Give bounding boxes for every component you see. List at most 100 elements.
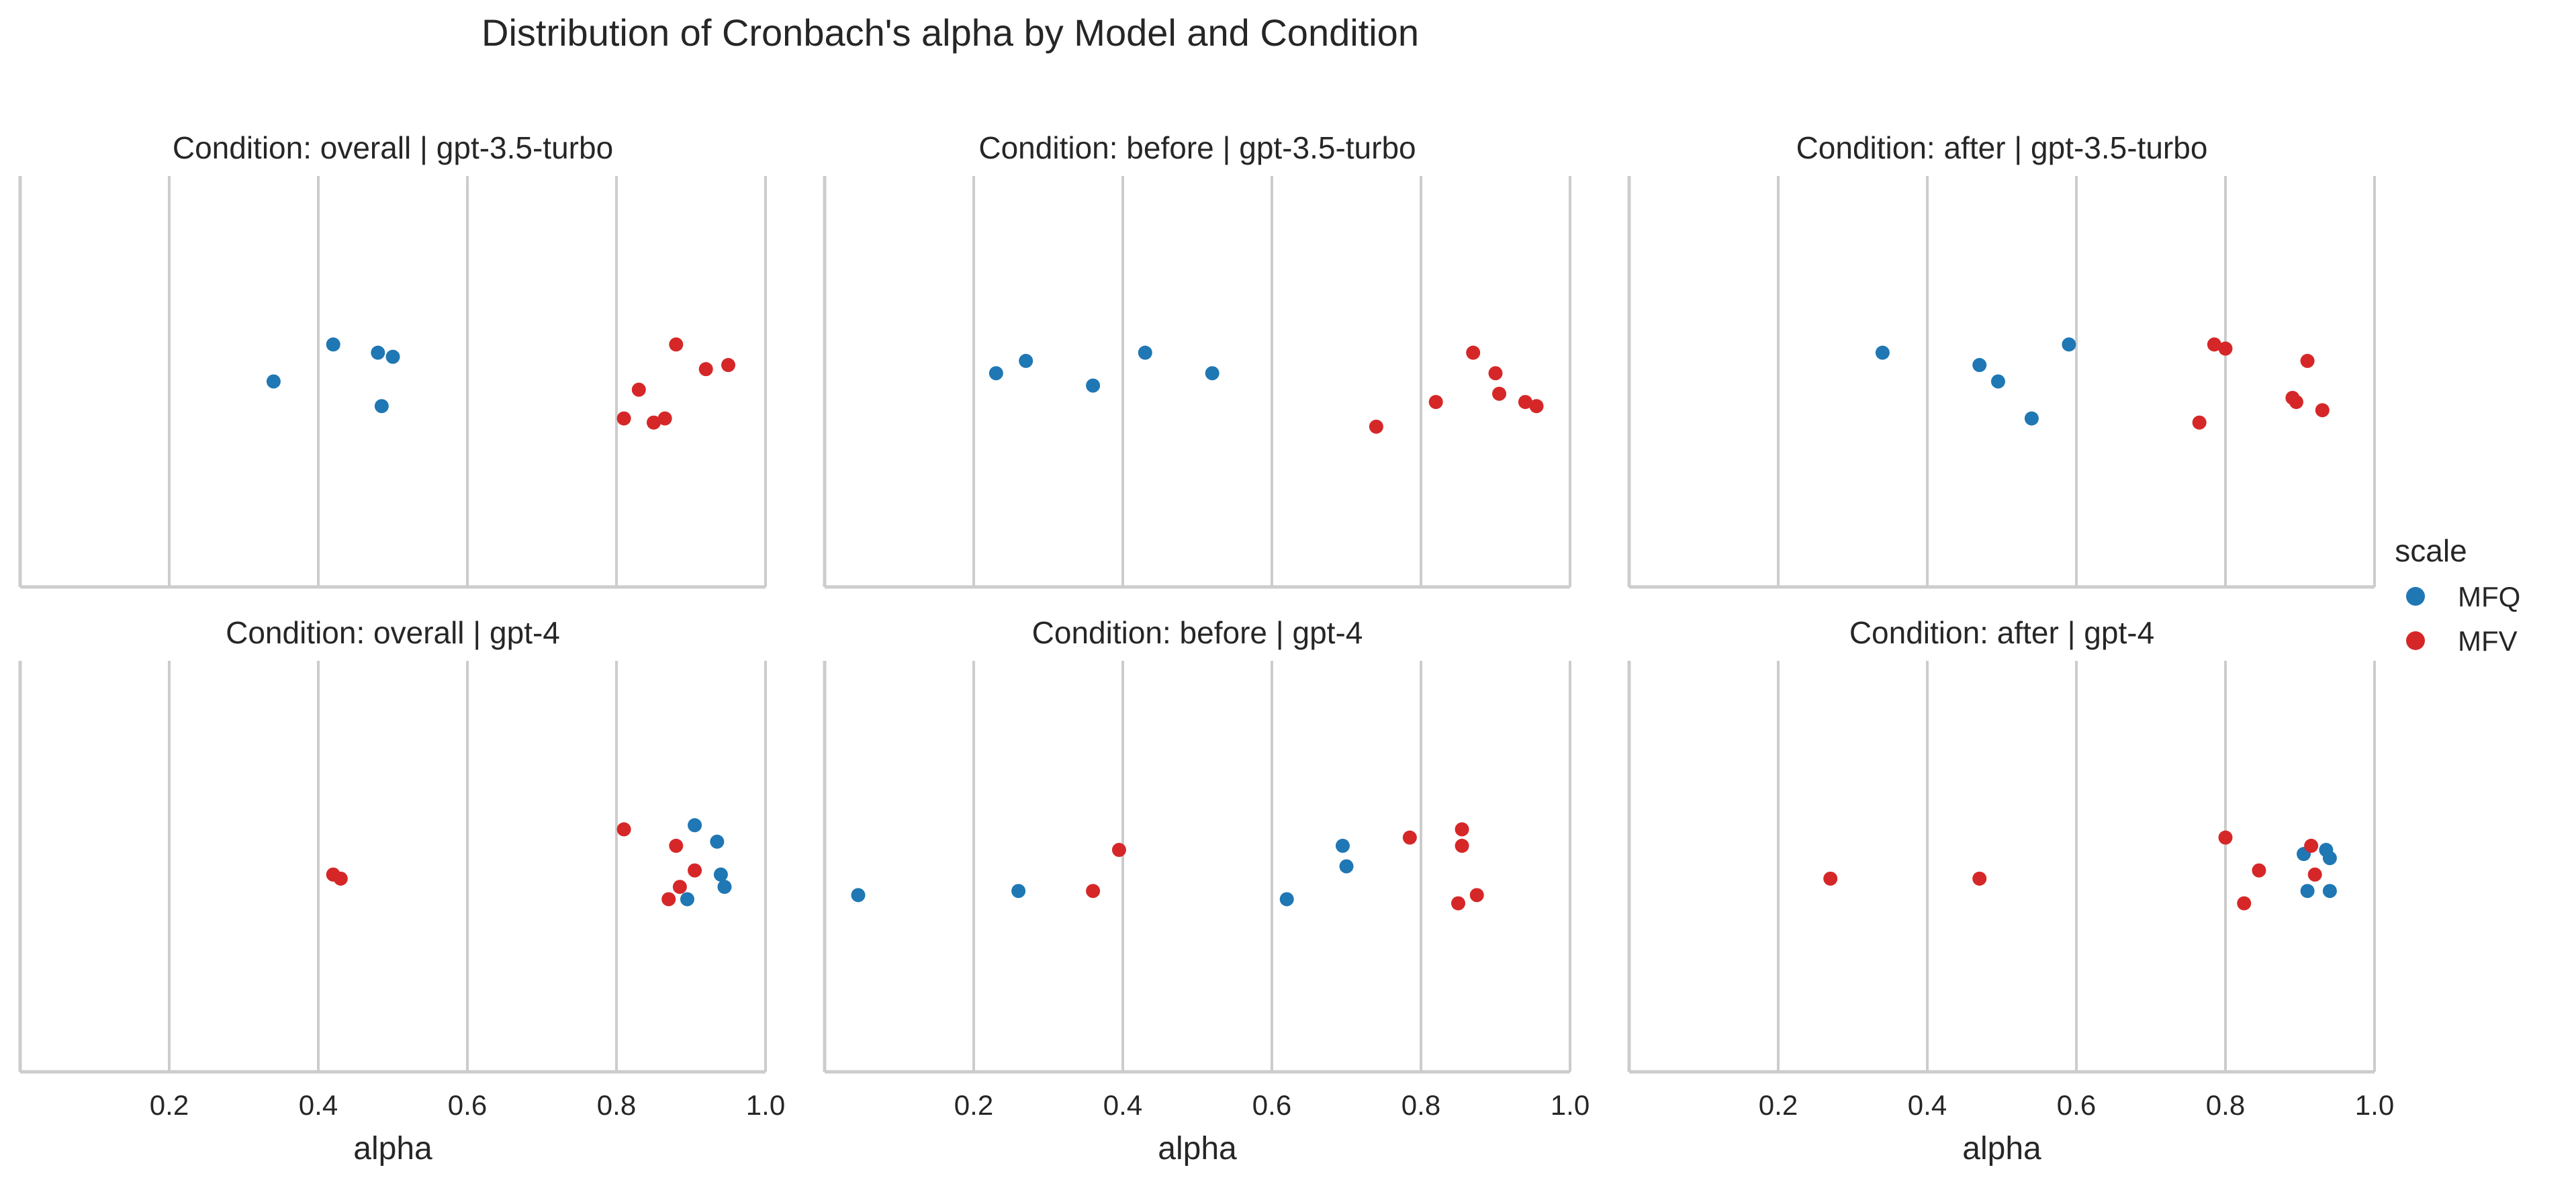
point-mfq (2300, 884, 2315, 899)
point-mfv (2218, 830, 2233, 845)
point-mfv (333, 871, 348, 886)
panel-title: Condition: before | gpt-4 (1032, 615, 1363, 650)
legend-marker-mfq (2406, 587, 2425, 606)
point-mfv (1111, 843, 1126, 858)
point-mfv (1455, 822, 1469, 837)
point-mfq (1086, 378, 1101, 393)
point-mfv (616, 822, 631, 837)
point-mfv (669, 337, 684, 352)
x-tick-label: 0.2 (150, 1089, 189, 1121)
x-tick-label: 1.0 (1551, 1089, 1590, 1121)
point-mfq (2322, 851, 2337, 866)
point-mfv (647, 415, 661, 430)
panel-title: Condition: before | gpt-3.5-turbo (978, 130, 1416, 165)
point-mfv (1451, 896, 1465, 911)
x-axis-label: alpha (353, 1131, 432, 1167)
point-mfv (698, 362, 713, 377)
point-mfv (661, 892, 676, 907)
x-tick-label: 0.8 (2206, 1089, 2245, 1121)
x-tick-label: 0.4 (1103, 1089, 1142, 1121)
point-mfv (2289, 395, 2303, 410)
point-mfv (631, 382, 646, 397)
point-mfq (1990, 374, 2005, 389)
point-mfv (1402, 830, 1417, 845)
point-mfv (721, 358, 735, 373)
x-tick-label: 1.0 (2355, 1089, 2394, 1121)
point-mfv (2300, 353, 2315, 368)
point-mfq (374, 399, 389, 414)
panel-before-gpt-4: Condition: before | gpt-4 0.2 0.4 0.6 0.8 1.0… (823, 615, 1590, 1167)
x-tick-label: 0.6 (448, 1089, 487, 1121)
point-mfv (2207, 337, 2221, 352)
x-tick-label: 0.6 (2057, 1089, 2096, 1121)
x-tick-label: 0.4 (1908, 1089, 1947, 1121)
point-mfq (326, 337, 340, 352)
point-mfv (1492, 386, 1507, 401)
point-mfv (669, 838, 684, 853)
point-mfq (2322, 884, 2337, 899)
point-mfq (1205, 366, 1220, 381)
panel-title: Condition: overall | gpt-4 (226, 615, 560, 650)
point-mfv (2315, 403, 2330, 418)
point-mfq (680, 892, 694, 907)
x-tick-label: 0.2 (1759, 1089, 1798, 1121)
point-mfq (1972, 358, 1987, 373)
x-tick-label: 0.8 (1401, 1089, 1440, 1121)
point-mfv (1518, 395, 1532, 410)
point-mfv (1529, 399, 1544, 414)
panel-title: Condition: overall | gpt-3.5-turbo (173, 130, 613, 165)
chart-title: Distribution of Cronbach's alpha by Mode… (481, 11, 1419, 54)
point-mfv (616, 411, 631, 426)
point-mfq (1279, 892, 1294, 907)
panel-before-gpt-3.5-turbo: Condition: before | gpt-3.5-turbo (823, 130, 1571, 589)
point-mfq (710, 834, 725, 849)
point-mfv (657, 411, 672, 426)
legend: scale MFQ MFV (2395, 533, 2520, 657)
point-mfq (1875, 345, 1890, 360)
x-tick-label: 0.2 (954, 1089, 993, 1121)
panel-title: Condition: after | gpt-3.5-turbo (1796, 130, 2208, 165)
point-mfq (717, 880, 732, 895)
point-mfv (1428, 395, 1443, 410)
panel-overall-gpt-3.5-turbo: Condition: overall | gpt-3.5-turbo (18, 130, 767, 589)
x-tick-label: 0.6 (1252, 1089, 1291, 1121)
point-mfq (266, 374, 281, 389)
x-tick-label: 1.0 (746, 1089, 785, 1121)
point-mfv (1086, 884, 1101, 899)
point-mfv (1488, 366, 1503, 381)
panel-after-gpt-4: Condition: after | gpt-4 0.2 0.4 0.6 0.8 1.0 a… (1627, 615, 2394, 1167)
x-tick-label: 0.4 (299, 1089, 338, 1121)
point-mfv (2218, 341, 2233, 356)
point-mfq (1335, 838, 1350, 853)
point-mfq (2062, 337, 2076, 352)
point-mfv (688, 863, 702, 878)
point-mfq (1339, 859, 1354, 874)
point-mfq (1019, 353, 1033, 368)
point-mfq (1138, 345, 1152, 360)
panels-layer: Condition: overall | gpt-3.5-turbo Condit… (18, 130, 2394, 1167)
legend-label-mfq: MFQ (2458, 581, 2520, 612)
point-mfq (1011, 884, 1026, 899)
x-tick-label: 0.8 (597, 1089, 636, 1121)
point-mfq (851, 888, 866, 903)
x-axis-label: alpha (1962, 1131, 2041, 1167)
point-mfv (1369, 419, 1383, 434)
point-mfv (2307, 867, 2322, 882)
point-mfv (672, 880, 687, 895)
point-mfv (1972, 871, 1987, 886)
point-mfq (371, 345, 385, 360)
point-mfq (2024, 411, 2039, 426)
point-mfq (385, 349, 400, 364)
point-mfv (1466, 345, 1481, 360)
panel-overall-gpt-4: Condition: overall | gpt-4 0.2 0.4 0.6 0.8 1.… (18, 615, 785, 1167)
point-mfv (2192, 415, 2207, 430)
point-mfq (688, 818, 702, 833)
point-mfv (2237, 896, 2252, 911)
point-mfq (988, 366, 1003, 381)
point-mfq (713, 867, 728, 882)
legend-marker-mfv (2406, 631, 2425, 650)
point-mfv (1469, 888, 1484, 903)
point-mfv (2252, 863, 2266, 878)
